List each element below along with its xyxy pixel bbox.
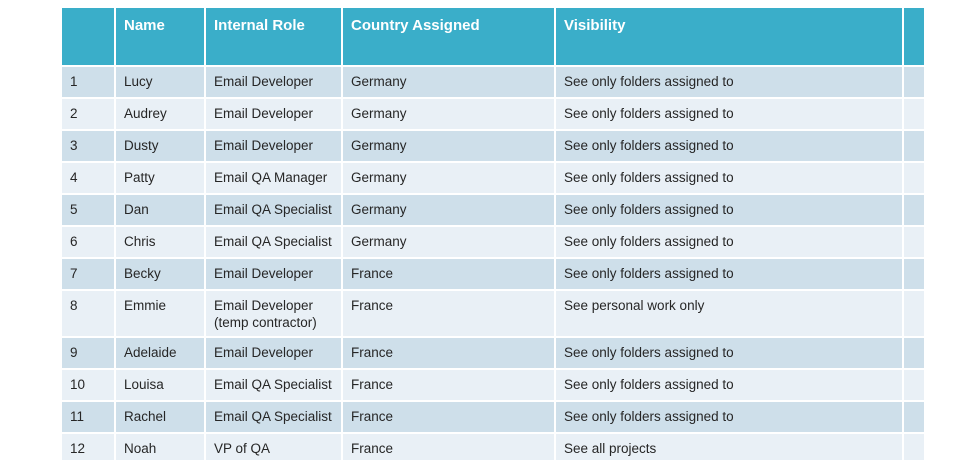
cell-name: Louisa [115, 368, 206, 402]
table-row: 12 Noah VP of QA France See all projects [62, 432, 924, 460]
table-body: 1 Lucy Email Developer Germany See only fold… [62, 66, 924, 460]
table-row: 6 Chris Email QA Specialist Germany See only… [62, 226, 924, 259]
table-row: 11 Rachel Email QA Specialist France See onl… [62, 400, 924, 434]
cell-visibility: See only folders assigned to [555, 130, 904, 163]
cell-country-assigned: France [342, 290, 556, 338]
cell-spacer [903, 432, 924, 460]
cell-visibility: See only folders assigned to [555, 336, 904, 370]
cell-spacer [903, 290, 924, 338]
cell-row-number: 1 [62, 66, 116, 99]
cell-visibility: See personal work only [555, 290, 904, 338]
cell-row-number: 7 [62, 258, 116, 291]
cell-spacer [903, 130, 924, 163]
cell-country-assigned: France [342, 336, 556, 370]
table-row: 2 Audrey Email Developer Germany See only fo… [62, 98, 924, 131]
cell-row-number: 5 [62, 194, 116, 227]
cell-country-assigned: France [342, 258, 556, 291]
cell-internal-role: Email QA Specialist [205, 226, 343, 259]
cell-spacer [903, 400, 924, 434]
cell-row-number: 3 [62, 130, 116, 163]
cell-visibility: See only folders assigned to [555, 368, 904, 402]
cell-spacer [903, 368, 924, 402]
cell-visibility: See only folders assigned to [555, 98, 904, 131]
table-row: 5 Dan Email QA Specialist Germany See only f… [62, 194, 924, 227]
cell-visibility: See only folders assigned to [555, 226, 904, 259]
table-row: 3 Dusty Email Developer Germany See only fol… [62, 130, 924, 163]
cell-internal-role: VP of QA [205, 432, 343, 460]
cell-visibility: See only folders assigned to [555, 194, 904, 227]
cell-name: Emmie [115, 290, 206, 338]
cell-row-number: 10 [62, 368, 116, 402]
cell-country-assigned: Germany [342, 66, 556, 99]
cell-country-assigned: France [342, 432, 556, 460]
cell-internal-role: Email Developer (temp contractor) [205, 290, 343, 338]
cell-visibility: See only folders assigned to [555, 258, 904, 291]
cell-internal-role: Email Developer [205, 336, 343, 370]
header-cell-country-assigned: Country Assigned [342, 8, 556, 67]
cell-country-assigned: France [342, 368, 556, 402]
cell-name: Noah [115, 432, 206, 460]
cell-country-assigned: Germany [342, 162, 556, 195]
cell-spacer [903, 194, 924, 227]
cell-spacer [903, 98, 924, 131]
cell-row-number: 12 [62, 432, 116, 460]
cell-row-number: 2 [62, 98, 116, 131]
cell-internal-role: Email QA Specialist [205, 194, 343, 227]
table-row: 9 Adelaide Email Developer France See only f… [62, 336, 924, 370]
cell-country-assigned: Germany [342, 226, 556, 259]
header-cell-spacer [903, 8, 924, 67]
cell-internal-role: Email QA Specialist [205, 400, 343, 434]
cell-country-assigned: Germany [342, 130, 556, 163]
cell-spacer [903, 66, 924, 99]
cell-row-number: 6 [62, 226, 116, 259]
cell-internal-role: Email Developer [205, 98, 343, 131]
header-cell-internal-role: Internal Role [205, 8, 343, 67]
cell-visibility: See only folders assigned to [555, 162, 904, 195]
cell-internal-role: Email Developer [205, 258, 343, 291]
cell-name: Rachel [115, 400, 206, 434]
cell-name: Lucy [115, 66, 206, 99]
cell-internal-role: Email QA Specialist [205, 368, 343, 402]
cell-country-assigned: France [342, 400, 556, 434]
cell-visibility: See only folders assigned to [555, 400, 904, 434]
cell-internal-role: Email Developer [205, 66, 343, 99]
cell-row-number: 8 [62, 290, 116, 338]
cell-name: Adelaide [115, 336, 206, 370]
table-row: 1 Lucy Email Developer Germany See only fold… [62, 66, 924, 99]
cell-name: Dan [115, 194, 206, 227]
cell-row-number: 9 [62, 336, 116, 370]
header-cell-visibility: Visibility [555, 8, 904, 67]
header-cell-number [62, 8, 116, 67]
table-row: 4 Patty Email QA Manager Germany See only fo… [62, 162, 924, 195]
cell-row-number: 11 [62, 400, 116, 434]
cell-row-number: 4 [62, 162, 116, 195]
cell-visibility: See only folders assigned to [555, 66, 904, 99]
table-row: 10 Louisa Email QA Specialist France See onl… [62, 368, 924, 402]
cell-spacer [903, 336, 924, 370]
cell-name: Becky [115, 258, 206, 291]
table-row: 7 Becky Email Developer France See only fold… [62, 258, 924, 291]
header-cell-name: Name [115, 8, 206, 67]
cell-country-assigned: Germany [342, 194, 556, 227]
cell-internal-role: Email QA Manager [205, 162, 343, 195]
table-header-row: Name Internal Role Country Assigned Visi… [62, 8, 924, 67]
cell-name: Audrey [115, 98, 206, 131]
cell-internal-role: Email Developer [205, 130, 343, 163]
cell-spacer [903, 258, 924, 291]
cell-country-assigned: Germany [342, 98, 556, 131]
cell-spacer [903, 226, 924, 259]
table-row: 8 Emmie Email Developer (temp contractor) F… [62, 290, 924, 338]
cell-name: Chris [115, 226, 206, 259]
team-visibility-table: Name Internal Role Country Assigned Visi… [62, 8, 924, 460]
cell-name: Dusty [115, 130, 206, 163]
cell-spacer [903, 162, 924, 195]
cell-visibility: See all projects [555, 432, 904, 460]
cell-name: Patty [115, 162, 206, 195]
